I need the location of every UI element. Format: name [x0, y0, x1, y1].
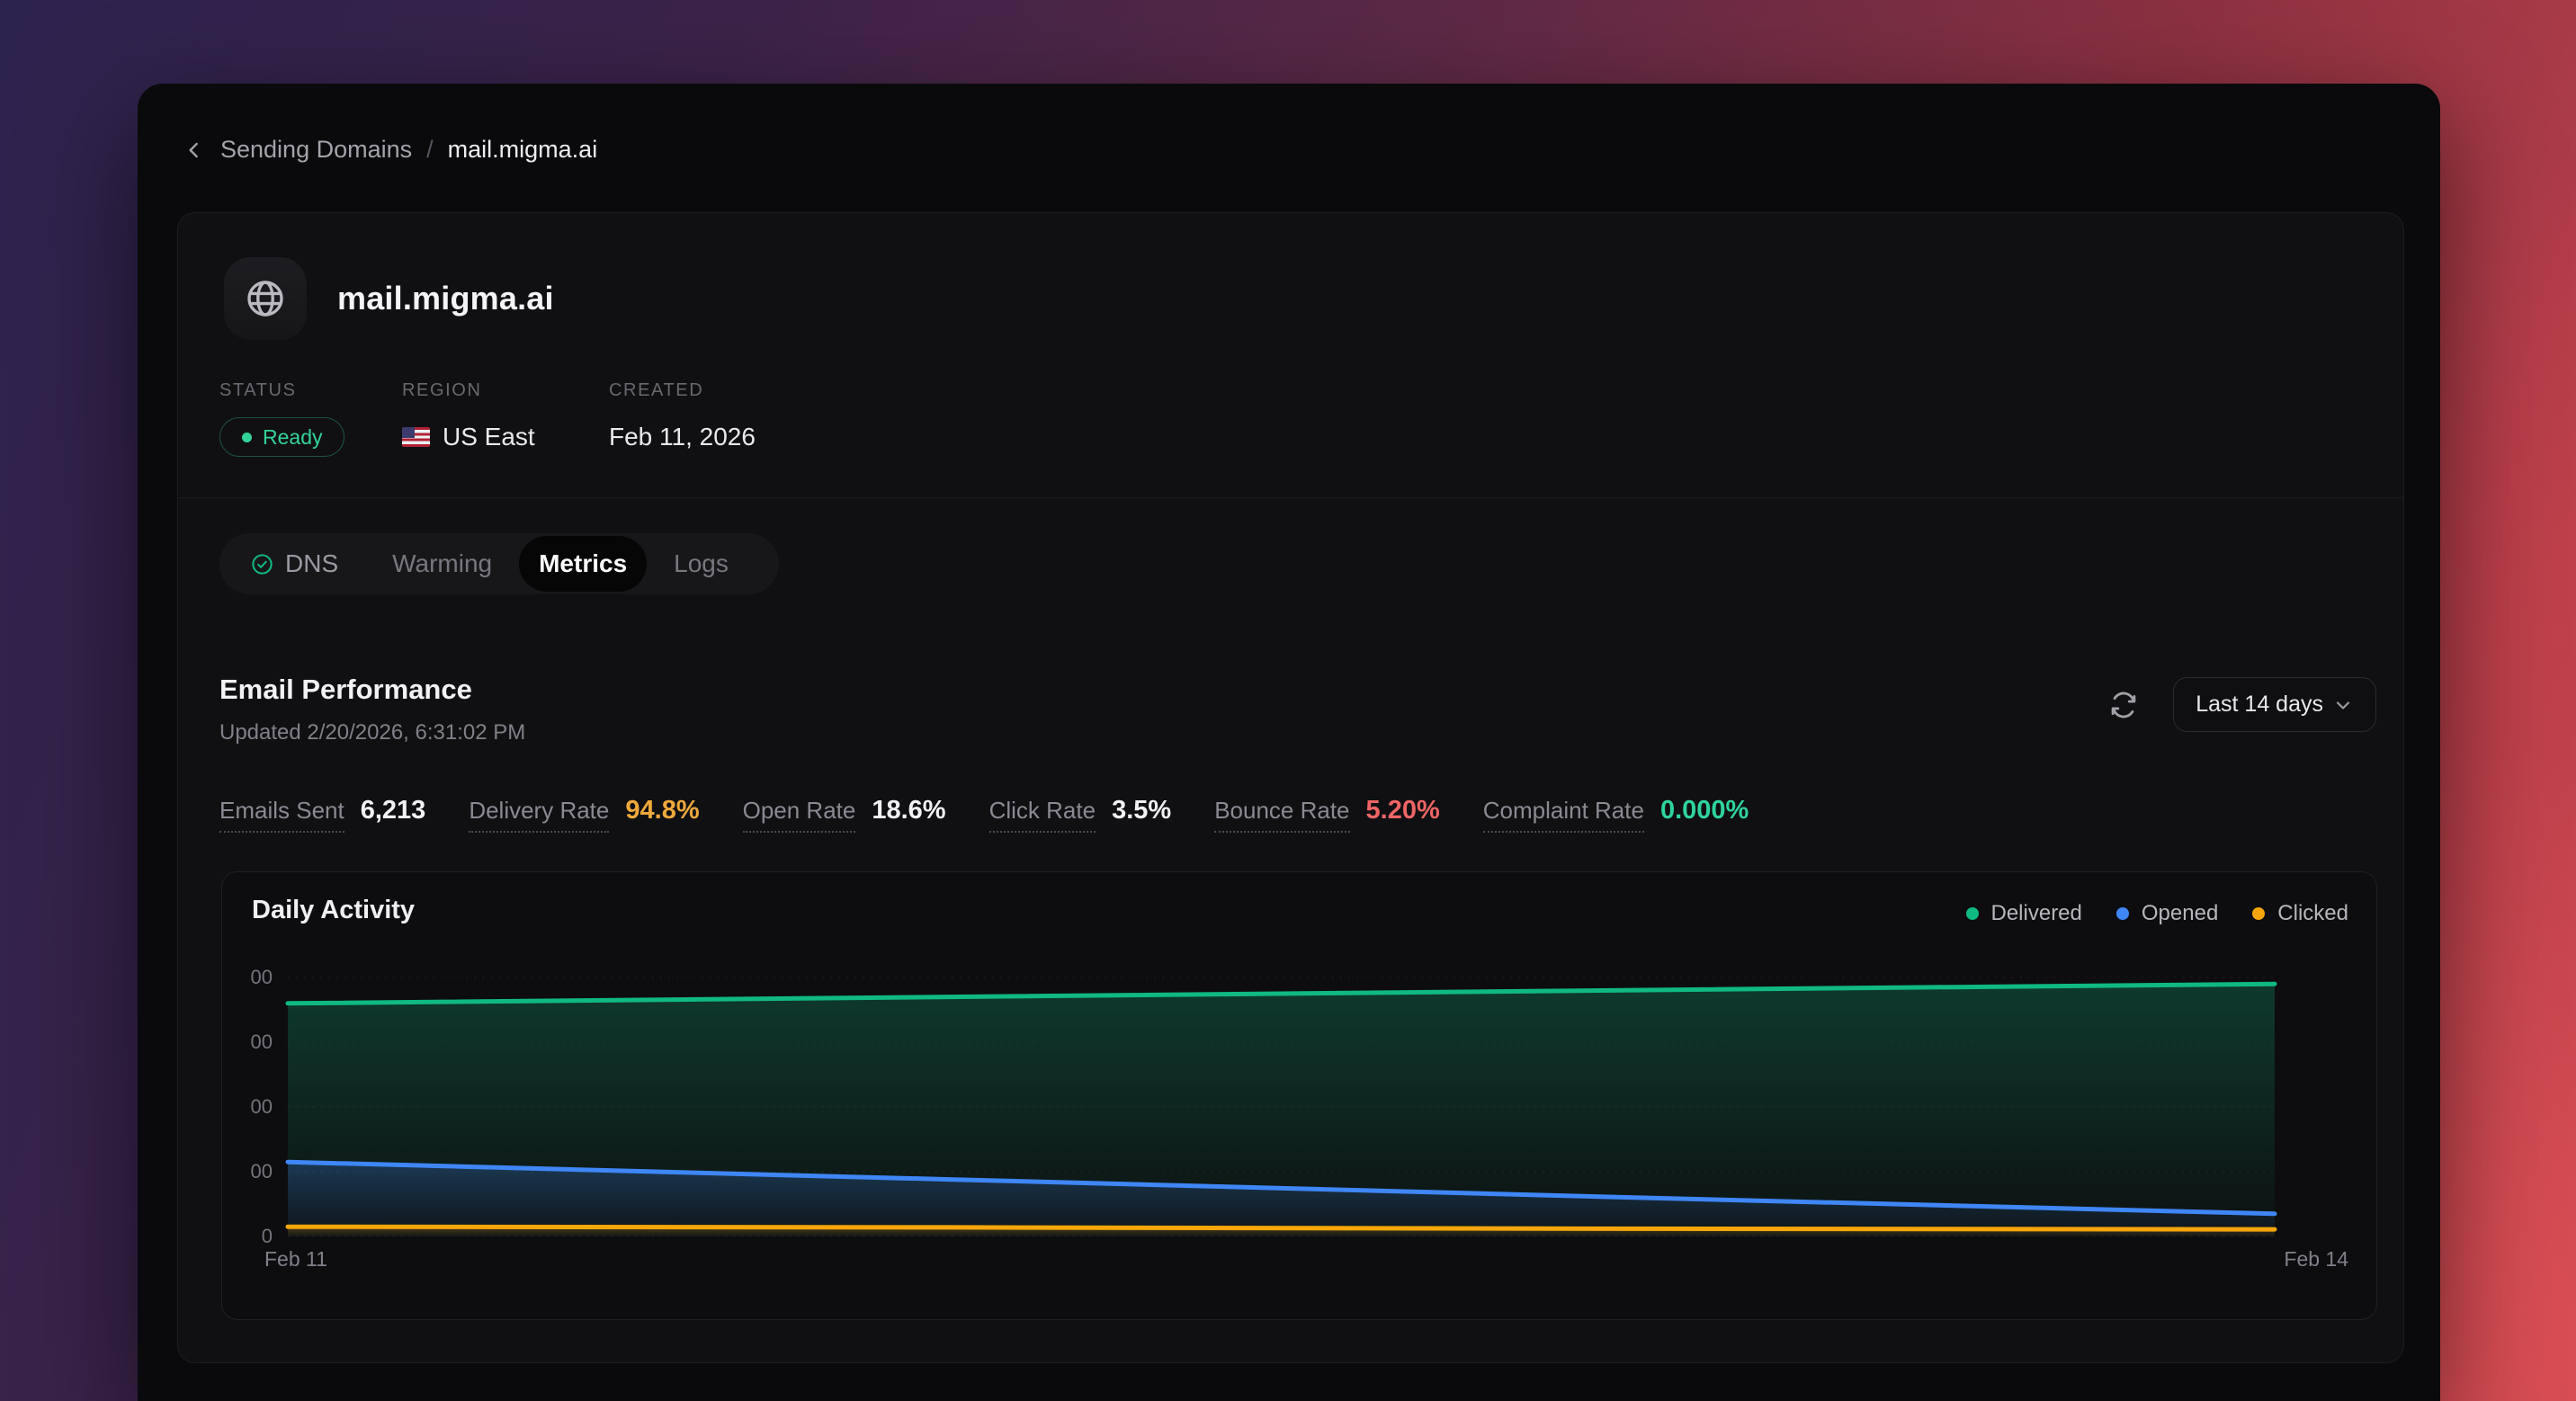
back-button[interactable] — [183, 138, 206, 162]
clicked-dot-icon — [2252, 907, 2266, 920]
chart-title: Daily Activity — [252, 896, 416, 924]
performance-header: Email Performance Updated 2/20/2026, 6:3… — [219, 674, 2376, 745]
y-tick-label: 0 — [261, 1225, 273, 1247]
tab-warming[interactable]: Warming — [392, 549, 493, 577]
refresh-button[interactable] — [2108, 690, 2139, 720]
stats-row: Emails Sent 6,213 Delivery Rate 94.8% Op… — [219, 796, 1749, 833]
region-value: US East — [402, 417, 609, 457]
us-flag-icon — [402, 427, 430, 447]
breadcrumb-current-domain: mail.migma.ai — [447, 136, 598, 163]
opened-dot-icon — [2115, 907, 2129, 920]
x-tick-end: Feb 14 — [2284, 1247, 2348, 1271]
status-badge: Ready — [219, 417, 345, 457]
daily-activity-chart-card: Daily Activity Delivered Opened Clicked — [221, 871, 2377, 1320]
app-window: Sending Domains / mail.migma.ai mail.mig… — [138, 84, 2440, 1401]
delivered-dot-icon — [1965, 907, 1979, 920]
status-label: STATUS — [219, 380, 297, 400]
tab-metrics[interactable]: Metrics — [519, 536, 648, 592]
daily-activity-plot[interactable] — [285, 977, 2277, 1237]
region-label: REGION — [402, 380, 482, 400]
y-tick-label: 00 — [250, 1031, 273, 1053]
domain-header: mail.migma.ai — [224, 257, 554, 340]
y-tick-label: 00 — [250, 1160, 273, 1182]
meta-status: STATUS Ready — [219, 380, 402, 457]
chevron-down-icon — [2336, 700, 2350, 709]
meta-created: CREATED Feb 11, 2026 — [609, 380, 756, 457]
stat-open-rate: Open Rate 18.6% — [742, 796, 946, 833]
legend-item-clicked: Clicked — [2252, 901, 2348, 926]
breadcrumb: Sending Domains / mail.migma.ai — [183, 136, 597, 164]
stat-bounce-rate: Bounce Rate 5.20% — [1214, 796, 1440, 833]
created-label: CREATED — [609, 380, 704, 400]
y-tick-label: 00 — [250, 966, 273, 988]
stat-complaint-rate: Complaint Rate 0.000% — [1482, 796, 1749, 833]
header-divider — [178, 497, 2403, 498]
performance-controls: Last 14 days — [2108, 677, 2376, 732]
y-axis: 00 00 00 00 0 — [222, 966, 273, 1247]
breadcrumb-sending-domains[interactable]: Sending Domains — [220, 136, 413, 163]
y-tick-label: 00 — [250, 1095, 273, 1118]
stat-click-rate: Click Rate 3.5% — [988, 796, 1171, 833]
domain-card: mail.migma.ai STATUS Ready REGION US Eas… — [177, 212, 2404, 1363]
tab-bar: DNS Warming Metrics Logs — [219, 533, 779, 594]
chevron-left-icon — [189, 142, 198, 157]
domain-avatar — [224, 257, 307, 340]
globe-icon — [247, 281, 283, 317]
legend-item-delivered: Delivered — [1965, 901, 2082, 926]
x-tick-start: Feb 11 — [264, 1247, 327, 1271]
chart-legend: Delivered Opened Clicked — [1965, 901, 2348, 926]
tab-dns[interactable]: DNS — [225, 536, 365, 592]
legend-item-opened: Opened — [2115, 901, 2218, 926]
status-dot-icon — [242, 432, 252, 442]
x-axis: Feb 11 Feb 14 — [264, 1247, 2348, 1272]
meta-region: REGION US East — [402, 380, 609, 457]
updated-timestamp: Updated 2/20/2026, 6:31:02 PM — [219, 720, 526, 745]
tab-logs[interactable]: Logs — [674, 549, 729, 577]
created-value: Feb 11, 2026 — [609, 423, 756, 451]
section-title: Email Performance — [219, 674, 472, 705]
page-title: mail.migma.ai — [337, 280, 554, 317]
performance-titles: Email Performance Updated 2/20/2026, 6:3… — [219, 674, 525, 745]
breadcrumb-separator: / — [426, 136, 434, 163]
refresh-icon — [2111, 692, 2136, 718]
date-range-dropdown[interactable]: Last 14 days — [2173, 677, 2376, 732]
stat-delivery-rate: Delivery Rate 94.8% — [469, 796, 700, 833]
check-circle-icon — [252, 553, 273, 575]
domain-meta: STATUS Ready REGION US East CREATED Feb — [219, 380, 756, 457]
stat-emails-sent: Emails Sent 6,213 — [219, 796, 425, 833]
